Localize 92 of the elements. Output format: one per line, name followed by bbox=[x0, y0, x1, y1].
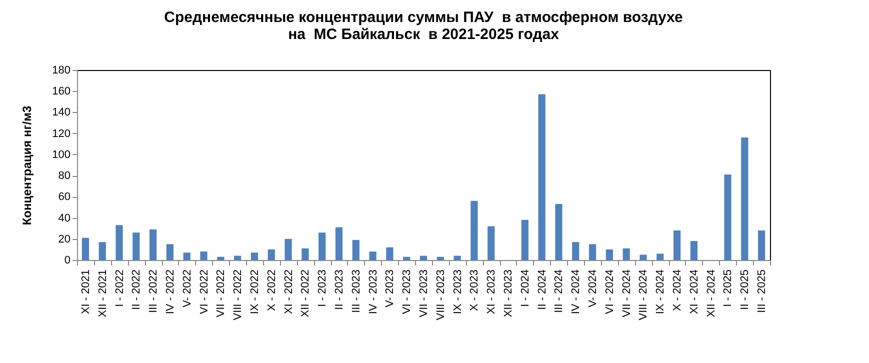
x-tick-label: IX - 2022 bbox=[248, 270, 261, 314]
bar bbox=[572, 242, 580, 260]
x-tick-label: VIII - 2022 bbox=[232, 270, 244, 320]
x-tick-label: XI - 2022 bbox=[282, 270, 295, 314]
x-tick-label: III - 2023 bbox=[350, 270, 362, 313]
y-tick-label: 120 bbox=[52, 128, 70, 140]
bar bbox=[606, 249, 613, 260]
bar bbox=[488, 226, 495, 260]
x-tick-label: II - 2025 bbox=[739, 270, 752, 310]
bar bbox=[588, 244, 596, 260]
y-tick-label: 40 bbox=[58, 212, 70, 224]
x-tick-label: XI - 2024 bbox=[688, 270, 700, 314]
y-tick-label: 180 bbox=[52, 64, 70, 76]
bar bbox=[132, 232, 140, 260]
x-tick-label: XII - 2022 bbox=[300, 270, 312, 318]
bar bbox=[335, 227, 343, 260]
bar bbox=[268, 249, 275, 260]
bar bbox=[436, 256, 444, 260]
bar bbox=[386, 247, 394, 260]
bar bbox=[622, 248, 630, 260]
bar bbox=[302, 248, 309, 260]
x-tick-label: VI - 2022 bbox=[198, 270, 210, 314]
x-tick-label: XI - 2021 bbox=[80, 270, 92, 314]
bar bbox=[98, 242, 106, 260]
x-tick-label: IV - 2024 bbox=[570, 270, 582, 314]
bar bbox=[521, 220, 528, 260]
chart-title: Среднемесячные концентрации суммы ПАУ в атмосферном воздухе на МС Байкальск в 2021-2025 годах bbox=[164, 9, 683, 43]
x-tick-label: II - 2023 bbox=[333, 270, 346, 310]
y-tick-label: 20 bbox=[58, 233, 70, 246]
x-tick-label: VIII - 2024 bbox=[638, 270, 650, 320]
bar bbox=[183, 252, 190, 260]
x-tick-label: IV - 2022 bbox=[164, 270, 176, 314]
bar bbox=[673, 230, 681, 260]
bar bbox=[656, 254, 664, 260]
x-tick-label: I - 2024 bbox=[519, 270, 532, 307]
y-tick-label: 140 bbox=[52, 106, 70, 119]
x-tick-label: VII - 2022 bbox=[215, 270, 228, 318]
x-tick-label: V- 2023 bbox=[384, 270, 396, 308]
bar bbox=[640, 254, 647, 260]
x-tick-label: XI - 2023 bbox=[486, 270, 498, 314]
x-tick-label: VII - 2024 bbox=[620, 270, 633, 318]
x-tick-label: II - 2024 bbox=[536, 270, 548, 310]
x-tick-label: III - 2024 bbox=[553, 270, 566, 313]
bar bbox=[454, 256, 461, 260]
bar bbox=[234, 256, 242, 260]
x-tick-label: IX - 2023 bbox=[452, 270, 464, 314]
bar bbox=[470, 200, 478, 260]
y-tick-label: 100 bbox=[52, 148, 70, 161]
x-tick-label: VII - 2023 bbox=[418, 270, 430, 318]
bar bbox=[741, 138, 748, 260]
x-tick-label: III - 2025 bbox=[756, 270, 768, 313]
x-tick-label: I - 2022 bbox=[114, 270, 126, 307]
bar bbox=[403, 256, 410, 260]
x-tick-label: XII - 2023 bbox=[502, 270, 515, 318]
x-tick-label: XII - 2024 bbox=[705, 270, 718, 318]
x-tick-label: VI - 2024 bbox=[604, 270, 616, 314]
bar bbox=[538, 94, 546, 260]
bar bbox=[352, 240, 360, 260]
bar bbox=[150, 229, 157, 260]
x-tick-label: III - 2022 bbox=[148, 270, 160, 313]
bar bbox=[690, 241, 698, 260]
bar bbox=[116, 225, 123, 260]
y-tick-label: 60 bbox=[58, 191, 70, 204]
x-tick-label: I - 2025 bbox=[722, 270, 734, 307]
x-tick-label: X - 2024 bbox=[672, 270, 684, 312]
bar bbox=[369, 252, 376, 260]
bar bbox=[166, 244, 174, 260]
bar bbox=[82, 238, 89, 260]
x-tick-label: I - 2023 bbox=[316, 270, 329, 307]
x-tick-label: IV - 2023 bbox=[367, 270, 380, 314]
x-tick-label: V- 2024 bbox=[587, 270, 600, 308]
bar bbox=[200, 252, 208, 260]
y-tick-label: 80 bbox=[58, 170, 70, 182]
y-axis-title: Концентрация нг/м3 bbox=[20, 106, 34, 226]
bar bbox=[318, 232, 326, 260]
y-tick-label: 160 bbox=[52, 86, 70, 98]
bar bbox=[555, 204, 562, 260]
x-tick-label: X - 2023 bbox=[468, 270, 481, 312]
x-tick-label: IX - 2024 bbox=[654, 270, 667, 314]
bar bbox=[724, 174, 732, 260]
x-tick-label: VIII - 2023 bbox=[434, 270, 447, 320]
bar bbox=[217, 256, 224, 260]
bar bbox=[284, 238, 292, 260]
x-tick-label: XII - 2021 bbox=[96, 270, 109, 318]
bar bbox=[420, 256, 428, 260]
x-tick-label: VI - 2023 bbox=[401, 270, 414, 314]
x-tick-label: II - 2022 bbox=[130, 270, 143, 310]
bar bbox=[250, 252, 258, 260]
bar bbox=[758, 230, 766, 260]
x-tick-label: V- 2022 bbox=[181, 270, 194, 308]
x-tick-label: X - 2022 bbox=[266, 270, 278, 312]
y-tick-label: 0 bbox=[64, 254, 70, 266]
